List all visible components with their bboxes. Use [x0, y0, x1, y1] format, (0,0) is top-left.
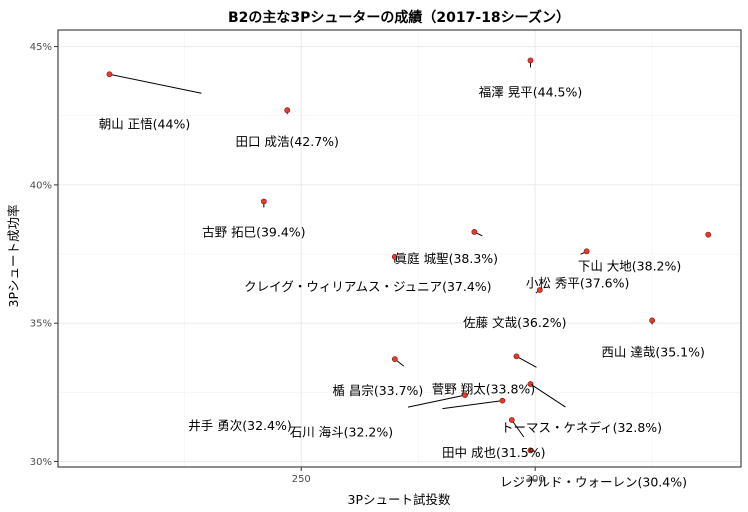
data-points	[106, 57, 712, 454]
point-label: 福澤 晃平(44.5%)	[479, 84, 582, 99]
data-point	[106, 71, 113, 78]
y-axis-label: 3Pシュート成功率	[6, 205, 21, 308]
y-tick-label: 45%	[30, 42, 52, 53]
point-labels: 朝山 正悟(44%) 福澤 晃平(44.5%) 田口 成浩(42.7%) 古野 拓巳(…	[99, 84, 705, 489]
point-label: 田口 成浩(42.7%)	[236, 134, 339, 149]
y-tick-label: 35%	[30, 319, 52, 330]
point-label: 田中 成也(31.5%)	[442, 445, 545, 460]
y-tick-label: 40%	[30, 180, 52, 191]
label-leader-line	[442, 400, 503, 410]
data-point	[462, 392, 468, 398]
point-label: 西山 達哉(35.1%)	[601, 344, 704, 359]
x-tick-label: 250	[292, 474, 311, 485]
point-label: 朝山 正悟(44%)	[99, 116, 191, 131]
y-tick-label: 30%	[30, 457, 52, 468]
label-leader-line	[407, 394, 466, 408]
point-label: 小松 秀平(37.6%)	[526, 275, 629, 290]
data-point	[499, 397, 506, 404]
label-leader-line	[530, 383, 566, 408]
point-label: 眞庭 城聖(38.3%)	[395, 251, 498, 266]
label-leader-line	[109, 73, 202, 94]
x-tick-label: 300	[526, 474, 545, 485]
data-point	[705, 231, 712, 238]
point-label: 古野 拓巳(39.4%)	[202, 224, 305, 239]
point-label: レジナルド・ウォーレン(30.4%)	[500, 474, 687, 489]
label-leader-line	[511, 419, 525, 438]
data-point	[583, 248, 590, 255]
data-point	[508, 417, 515, 423]
data-point	[513, 353, 520, 360]
point-label: クレイグ・ウィリアムス・ジュニア(37.4%)	[244, 279, 491, 294]
point-label: 井手 勇次(32.4%)	[188, 418, 291, 433]
data-point	[260, 198, 267, 205]
axes: 250 300 30% 35% 40% 45%	[30, 42, 545, 485]
data-point	[649, 317, 656, 324]
data-point	[391, 253, 398, 260]
point-label: 石川 海斗(32.2%)	[290, 425, 393, 440]
data-point	[471, 229, 478, 235]
point-label: 楯 昌宗(33.7%)	[332, 383, 423, 398]
chart-title: B2の主な3Pシューターの成績（2017-18シーズン）	[228, 9, 570, 26]
point-label: 下山 大地(38.2%)	[578, 259, 681, 274]
data-point	[527, 57, 534, 64]
point-label: 佐藤 文哉(36.2%)	[463, 315, 566, 330]
point-label: トーマス・ケネディ(32.8%)	[501, 420, 662, 435]
data-point	[536, 287, 543, 293]
label-leader-line	[516, 355, 537, 368]
data-point	[284, 107, 291, 114]
data-point	[391, 356, 398, 363]
point-label: 菅野 翔太(33.8%)	[432, 381, 535, 396]
data-point	[527, 381, 534, 387]
grid	[58, 30, 741, 467]
label-leaders	[109, 60, 653, 452]
data-point	[527, 447, 534, 454]
x-axis-label: 3Pシュート試投数	[348, 492, 451, 507]
panel-border	[57, 29, 742, 468]
